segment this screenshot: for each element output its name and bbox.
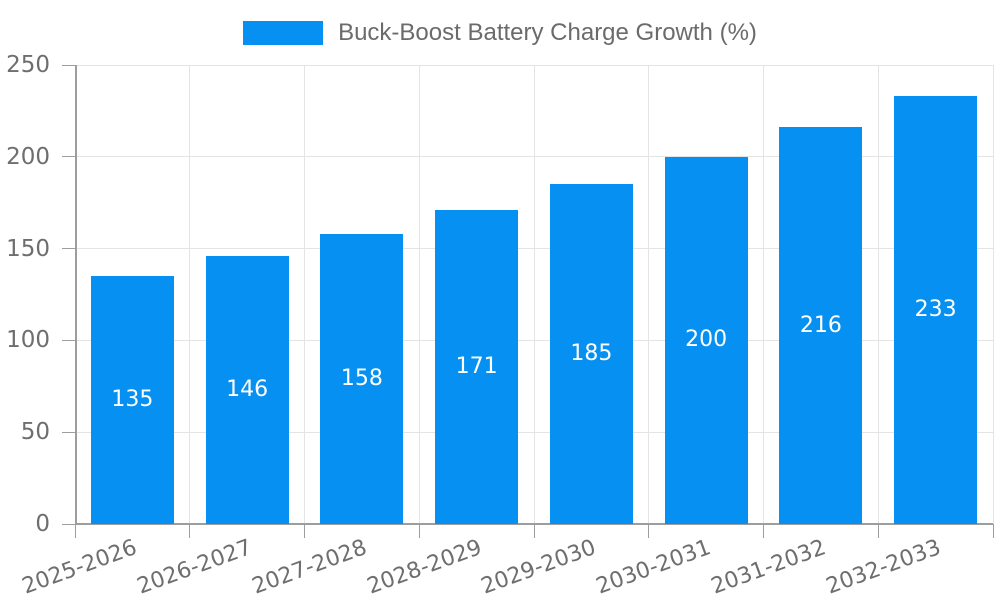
y-tick-mark: [62, 523, 75, 525]
x-tick-mark: [304, 524, 305, 538]
x-tick-mark: [877, 524, 879, 538]
bar[interactable]: [435, 210, 519, 524]
x-tick-mark: [418, 524, 420, 538]
bar[interactable]: [320, 233, 404, 524]
y-tick-label: 50: [20, 419, 50, 446]
bar-value-label: 146: [226, 376, 269, 402]
legend[interactable]: Buck-Boost Battery Charge Growth (%): [0, 19, 1000, 47]
gridline-v: [304, 65, 305, 524]
bar-value-label: 185: [570, 341, 613, 367]
bar-value-label: 216: [799, 312, 842, 338]
bar[interactable]: [779, 127, 863, 524]
legend-label: Buck-Boost Battery Charge Growth (%): [338, 19, 757, 46]
gridline-v: [877, 65, 879, 524]
y-tick-label: 150: [6, 235, 50, 262]
y-tick-label: 0: [35, 511, 50, 537]
gridline-v: [189, 65, 191, 524]
plot-area: 0 50 100 150 200 250 135 2025-2026 146 2026-2027 1…: [6, 53, 994, 600]
bar-value-label: 135: [111, 387, 154, 413]
x-tick-mark: [74, 524, 76, 538]
x-tick-mark: [189, 524, 191, 538]
gridline-v: [533, 65, 535, 524]
legend-swatch: [243, 21, 324, 45]
y-tick-label: 200: [6, 143, 50, 170]
y-tick-label: 250: [6, 52, 50, 78]
gridline-v: [992, 65, 994, 524]
x-tick-label: 2032-2033: [822, 535, 944, 600]
bar-value-label: 233: [914, 297, 957, 323]
gridline-v: [763, 65, 764, 524]
y-axis-line: [75, 65, 77, 524]
x-tick-mark: [533, 524, 535, 538]
y-tick-mark: [62, 339, 75, 341]
gridline-v: [418, 65, 420, 524]
y-tick-mark: [62, 248, 75, 250]
bar[interactable]: [90, 276, 174, 524]
y-tick-label: 100: [6, 327, 50, 354]
bar[interactable]: [894, 96, 978, 524]
x-tick-mark: [992, 524, 994, 538]
gridline-v: [648, 65, 650, 524]
bar-value-label: 200: [685, 327, 728, 353]
y-tick-mark: [62, 64, 75, 66]
x-tick-mark: [763, 524, 764, 538]
x-tick-mark: [648, 524, 650, 538]
y-tick-mark: [62, 431, 75, 433]
x-axis-line: [75, 523, 993, 525]
bar[interactable]: [549, 184, 633, 524]
bar[interactable]: [664, 156, 748, 524]
y-tick-mark: [62, 156, 75, 158]
bar[interactable]: [205, 255, 289, 524]
bar-value-label: 158: [340, 365, 383, 391]
bar-value-label: 171: [455, 354, 498, 380]
